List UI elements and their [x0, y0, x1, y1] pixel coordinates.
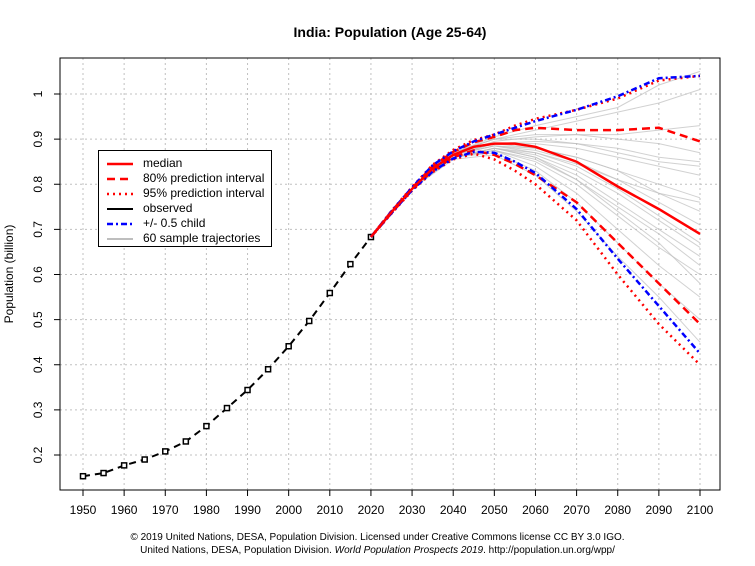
observed-point — [326, 289, 334, 297]
x-tick-label: 2020 — [358, 503, 385, 517]
series-median — [369, 142, 701, 238]
legend: median 80% prediction interval 95% predi… — [98, 150, 272, 247]
plot-frame — [59, 57, 721, 491]
x-tick-label: 2100 — [687, 503, 714, 517]
legend-swatch — [107, 222, 133, 226]
series-95-prediction-interval-lower — [369, 152, 701, 366]
observed-point — [285, 342, 292, 350]
y-tick-label: 0.6 — [31, 266, 45, 283]
series-0-5-child-lower — [369, 150, 701, 355]
series-80-prediction-interval — [369, 126, 701, 238]
series-observed — [82, 236, 372, 478]
citation-prefix: United Nations, DESA, Population Divisio… — [140, 545, 335, 556]
y-axis-label: Population (billion) — [2, 225, 16, 324]
observed-point — [162, 448, 169, 455]
x-tick-label: 1990 — [234, 503, 261, 517]
legend-label: 95% prediction interval — [143, 186, 265, 200]
citation-line: United Nations, DESA, Population Divisio… — [0, 545, 755, 556]
observed-point — [182, 438, 190, 445]
observed-point — [244, 386, 251, 394]
legend-swatch — [107, 177, 133, 181]
grid — [60, 58, 720, 490]
observed-point — [367, 233, 375, 241]
x-tick-label: 1960 — [111, 503, 138, 517]
x-tick-label: 2060 — [522, 503, 549, 517]
y-tick-label: 0.7 — [31, 221, 45, 238]
legend-label: observed — [143, 201, 193, 215]
observed-point — [120, 462, 128, 469]
citation-title: World Population Prospects 2019 — [334, 545, 484, 556]
y-tick-label: 0.5 — [31, 311, 45, 328]
legend-swatch — [107, 238, 133, 240]
legend-item-95pi: 95% prediction interval — [99, 186, 271, 201]
legend-swatch — [107, 162, 133, 166]
observed-point — [347, 260, 354, 268]
x-tick-label: 1970 — [152, 503, 179, 517]
x-tick-label: 1950 — [70, 503, 97, 517]
legend-swatch — [107, 192, 133, 196]
x-tick-label: 2050 — [481, 503, 508, 517]
sample-trajectories — [370, 70, 701, 343]
x-tick-label: 2000 — [275, 503, 302, 517]
observed-point — [79, 472, 87, 480]
chart-title: India: Population (Age 25-64) — [294, 24, 487, 40]
observed-point — [141, 456, 148, 463]
y-tick-label: 1 — [31, 90, 45, 97]
series-0-5-child — [369, 74, 701, 238]
y-tick-label: 0.4 — [31, 356, 45, 373]
legend-item-half-child: +/- 0.5 child — [99, 216, 271, 231]
legend-label: median — [143, 156, 183, 170]
series-80-prediction-interval-lower — [369, 149, 701, 325]
x-tick-label: 2090 — [646, 503, 673, 517]
legend-item-median: median — [99, 156, 271, 171]
series-lines — [79, 74, 701, 480]
legend-label: 60 sample trajectories — [143, 231, 261, 245]
observed-point — [100, 469, 107, 477]
observed-point — [305, 317, 313, 325]
x-tick-label: 2040 — [440, 503, 467, 517]
observed-point — [264, 366, 272, 373]
observed-point — [223, 404, 231, 412]
legend-item-trajectories: 60 sample trajectories — [99, 231, 271, 246]
citation-url: . http://population.un.org/wpp/ — [483, 545, 615, 556]
axes: 1950 1960 1970 1980 1990 2000 2010 2020 2030 2040… — [31, 57, 721, 517]
x-tick-label: 1980 — [193, 503, 220, 517]
x-tick-label: 2010 — [316, 503, 343, 517]
y-tick-label: 0.8 — [31, 176, 45, 193]
legend-label: 80% prediction interval — [143, 171, 265, 185]
y-tick-label: 0.3 — [31, 401, 45, 418]
series-95-prediction-interval — [369, 74, 701, 238]
copyright-line: © 2019 United Nations, DESA, Population … — [130, 532, 625, 543]
y-tick-label: 0.2 — [31, 446, 45, 463]
y-tick-label: 0.9 — [31, 130, 45, 147]
legend-label: +/- 0.5 child — [143, 216, 206, 230]
legend-swatch — [107, 208, 133, 210]
observed-point — [203, 422, 210, 430]
x-tick-label: 2030 — [399, 503, 426, 517]
legend-item-80pi: 80% prediction interval — [99, 171, 271, 186]
legend-item-observed: observed — [99, 201, 271, 216]
x-tick-label: 2080 — [604, 503, 631, 517]
x-tick-label: 2070 — [563, 503, 590, 517]
